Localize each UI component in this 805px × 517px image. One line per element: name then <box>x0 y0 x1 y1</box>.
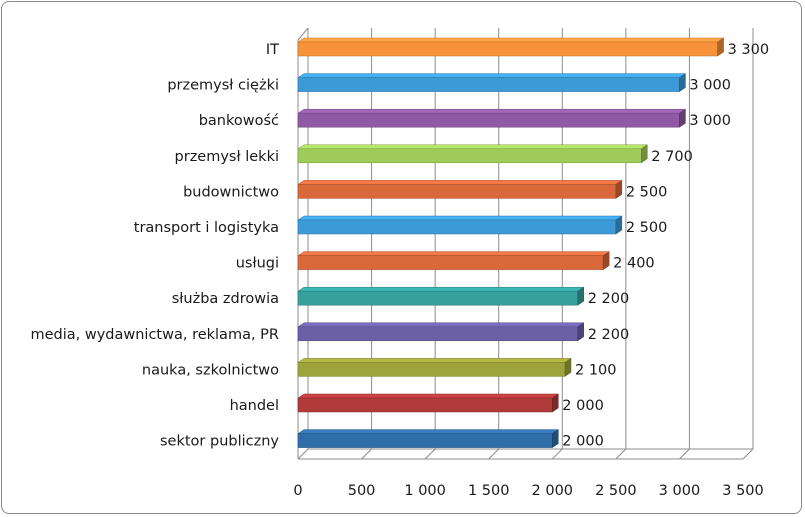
floor-gridline-2 <box>424 448 436 460</box>
bar-end-5 <box>615 215 623 235</box>
bar-top-4 <box>297 180 623 185</box>
category-label-3: przemysł lekki <box>175 149 279 165</box>
bar-end-11 <box>552 429 559 449</box>
x-tick-label-0: 0 <box>293 483 302 499</box>
category-label-10: handel <box>230 398 279 414</box>
bar-end-1 <box>679 73 686 93</box>
category-label-1: przemysł ciężki <box>167 78 279 94</box>
bar-2 <box>297 112 680 128</box>
bar-top-11 <box>297 429 560 434</box>
bar-4 <box>297 184 617 199</box>
bar-end-7 <box>577 286 584 306</box>
floor-gridline-3 <box>488 448 500 460</box>
value-label-6: 2 400 <box>613 256 655 272</box>
bar-end-6 <box>602 251 610 271</box>
floor-gridline-7 <box>742 448 754 460</box>
bar-end-9 <box>564 357 572 377</box>
x-tick-label-1: 500 <box>348 483 376 499</box>
bar-7 <box>297 290 578 306</box>
bar-0 <box>297 41 718 57</box>
category-label-2: bankowość <box>199 113 279 129</box>
bar-end-3 <box>641 144 648 164</box>
value-label-9: 2 100 <box>575 362 617 378</box>
value-label-10: 2 000 <box>562 398 604 414</box>
category-label-5: transport i logistyka <box>134 220 279 236</box>
x-tick-label-7: 3 500 <box>722 483 764 499</box>
bar-1 <box>297 77 680 92</box>
floor-gridline-5 <box>615 448 627 460</box>
x-tick-label-3: 1 500 <box>468 483 510 499</box>
bar-top-0 <box>297 37 725 43</box>
value-label-0: 3 300 <box>728 42 770 58</box>
bar-top-3 <box>297 144 649 150</box>
category-label-0: IT <box>266 42 279 58</box>
bar-end-2 <box>679 108 686 128</box>
bar-top-8 <box>297 322 585 328</box>
bar-top-10 <box>297 393 560 399</box>
side-wall-top-edge <box>297 27 309 41</box>
bar-10 <box>297 397 553 413</box>
floor-gridline-4 <box>551 448 563 460</box>
bar-top-1 <box>297 73 687 78</box>
value-label-2: 3 000 <box>689 113 731 129</box>
value-label-1: 3 000 <box>689 78 731 94</box>
category-label-9: nauka, szkolnictwo <box>142 362 279 378</box>
value-label-8: 2 200 <box>588 327 630 343</box>
x-tick-label-6: 3 000 <box>659 483 701 499</box>
bar-3 <box>297 148 642 164</box>
bar-top-5 <box>297 215 623 221</box>
category-label-11: sektor publiczny <box>160 434 279 450</box>
bar-9 <box>297 362 566 377</box>
value-label-11: 2 000 <box>562 434 604 450</box>
bar-end-8 <box>577 322 584 342</box>
x-tick-label-5: 2 500 <box>595 483 637 499</box>
bar-6 <box>297 255 604 270</box>
category-label-6: usługi <box>236 256 279 272</box>
category-label-4: budownictwo <box>183 184 279 200</box>
floor-gridline-1 <box>361 448 372 460</box>
value-label-7: 2 200 <box>588 291 630 307</box>
bar-8 <box>297 326 578 342</box>
bar-top-6 <box>297 251 610 256</box>
value-label-5: 2 500 <box>626 220 668 236</box>
bar-end-10 <box>552 393 559 413</box>
bar-5 <box>297 219 617 235</box>
x-tick-label-4: 2 000 <box>532 483 574 499</box>
bar-top-9 <box>297 358 572 363</box>
floor-gridline-6 <box>679 448 690 460</box>
value-label-4: 2 500 <box>626 184 668 200</box>
bar-top-7 <box>297 286 585 292</box>
bar-end-0 <box>717 37 724 57</box>
floor-gridline-0 <box>297 448 309 460</box>
bar-11 <box>297 433 553 448</box>
category-label-8: media, wydawnictwa, reklama, PR <box>30 327 279 343</box>
value-label-3: 2 700 <box>651 149 693 165</box>
bar-end-4 <box>615 179 623 199</box>
x-tick-label-2: 1 000 <box>404 483 446 499</box>
category-label-7: służba zdrowia <box>172 291 279 307</box>
bar-top-2 <box>297 108 687 114</box>
